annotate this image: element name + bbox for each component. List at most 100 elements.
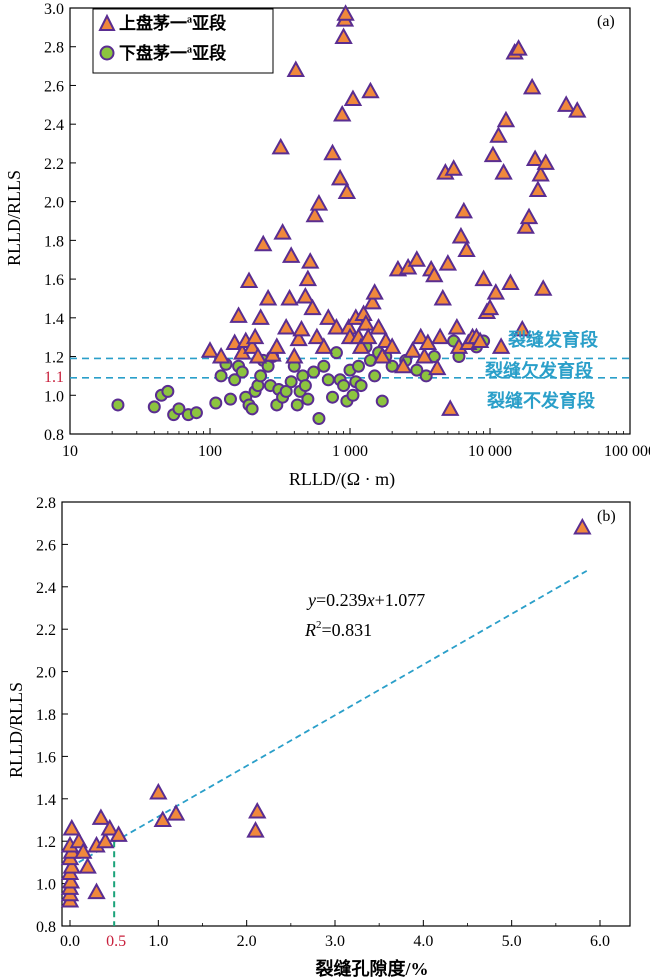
upper-plate-point	[447, 317, 467, 335]
lower-plate-point	[298, 379, 312, 393]
lower-plate-point	[307, 365, 321, 379]
upper-plate-point	[528, 180, 548, 198]
upper-plate-point	[483, 145, 503, 163]
regression-line	[69, 570, 588, 869]
y-tick-label-b: 1.8	[36, 707, 56, 724]
scatter-marks-a	[111, 4, 587, 426]
zone-label-underdeveloped: 裂缝欠发育段	[484, 360, 594, 381]
upper-plate-point	[522, 77, 542, 95]
upper-plate-point	[273, 223, 292, 240]
upper-plate-point	[415, 346, 434, 364]
upper-plate-point	[359, 327, 378, 345]
lower-plate-point	[312, 412, 326, 426]
scatter-marks-b	[60, 517, 592, 908]
lower-plate-point	[111, 398, 125, 412]
zone-label-developed: 裂缝发育段	[507, 329, 599, 350]
r2-value: =0.831	[322, 620, 373, 640]
upper-plate-point	[534, 279, 553, 296]
y-tick-label-b: 2.0	[36, 665, 56, 682]
upper-plate-point	[271, 137, 290, 155]
upper-plate-point	[258, 288, 278, 306]
x-axis-label-a: RLLD/(Ω · m)	[289, 469, 395, 490]
upper-plate-point	[361, 81, 380, 99]
porosity-point	[91, 808, 111, 825]
upper-plate-point	[301, 252, 320, 269]
upper-plate-point	[444, 159, 463, 176]
lower-plate-point	[172, 402, 186, 416]
x-tick-label-b: 1.0	[148, 933, 168, 950]
upper-plate-point	[211, 346, 231, 364]
upper-plate-point	[343, 89, 363, 107]
upper-plate-point	[336, 4, 355, 21]
upper-plate-point	[556, 95, 576, 112]
upper-plate-point	[451, 226, 471, 244]
porosity-point	[100, 818, 119, 836]
axis-ticks-b: 0.0 1.0 2.0 3.0 4.0 5.0 6.0 0.5 0.8 1.0 1.2 1.4 1.6 1…	[36, 495, 610, 950]
lower-plate-point	[321, 373, 335, 387]
porosity-point	[96, 831, 115, 849]
upper-plate-point	[327, 317, 346, 335]
lower-plate-point	[209, 396, 223, 410]
upper-plate-point	[454, 201, 474, 219]
upper-plate-point	[289, 329, 308, 347]
porosity-point	[78, 857, 97, 874]
porosity-point	[166, 804, 186, 821]
upper-plate-point	[407, 250, 426, 267]
lower-plate-point	[337, 379, 351, 393]
lower-plate-point	[326, 390, 340, 404]
x-tick-label-a: 10 000	[468, 443, 512, 460]
equation-intercept: +1.077	[375, 590, 426, 610]
upper-plate-point	[441, 399, 460, 416]
upper-plate-point	[239, 271, 259, 289]
regression-equation: y=0.239x+1.077	[306, 590, 425, 610]
upper-plate-point	[251, 308, 270, 325]
r-squared: R2=0.831	[304, 619, 372, 640]
y-tick-label-a: 2.4	[44, 117, 64, 134]
y-tick-label-a: 2.2	[44, 156, 64, 173]
x-tick-label-a: 10	[62, 443, 78, 460]
upper-plate-point	[486, 283, 505, 300]
lower-plate-point	[147, 400, 161, 414]
x-tick-label-a: 100	[198, 443, 222, 460]
lower-plate-point	[279, 384, 293, 398]
porosity-point	[74, 842, 93, 859]
upper-plate-point	[496, 110, 516, 128]
upper-plate-point	[298, 269, 318, 287]
x-tick-label-b: 4.0	[413, 933, 433, 950]
y-tick-label-b: 1.6	[36, 749, 56, 766]
upper-plate-point	[369, 317, 388, 335]
upper-plate-point	[292, 319, 311, 337]
plot-frame-b	[61, 501, 631, 927]
y-tick-label-b: 2.4	[36, 580, 56, 597]
upper-plate-point	[494, 163, 513, 180]
y-tick-label-a: 0.8	[44, 427, 64, 444]
upper-plate-point	[531, 164, 550, 182]
y-tick-label-b: 0.8	[36, 919, 56, 936]
upper-plate-point	[305, 205, 324, 223]
y-tick-label-b: 2.2	[36, 622, 56, 639]
y-tick-label-highlight: 1.1	[44, 369, 64, 386]
upper-plate-point	[242, 337, 262, 354]
porosity-point	[62, 857, 81, 874]
upper-plate-point	[501, 273, 520, 290]
upper-plate-point	[491, 337, 511, 354]
upper-plate-point	[438, 254, 458, 271]
upper-plate-point	[351, 337, 371, 354]
upper-plate-point	[480, 298, 500, 316]
upper-plate-point	[286, 60, 305, 77]
lower-plate-point	[284, 375, 298, 389]
fit-lines-b	[69, 570, 588, 926]
upper-plate-point	[509, 39, 528, 56]
x-tick-label-b: 2.0	[237, 933, 257, 950]
porosity-point	[61, 871, 81, 889]
y-tick-label-a: 1.6	[44, 272, 64, 289]
legend-a: 上盘茅一ª亚段 下盘茅一ª亚段	[92, 8, 274, 74]
porosity-point	[246, 821, 265, 838]
upper-plate-point	[536, 153, 555, 170]
upper-plate-point	[337, 182, 357, 199]
y-tick-label-b: 1.4	[36, 792, 56, 809]
x-tick-label-b: 6.0	[590, 933, 610, 950]
lower-plate-point	[245, 402, 259, 416]
x-axis-label-b: 裂缝孔隙度/%	[314, 958, 428, 979]
upper-plate-point	[403, 341, 422, 358]
